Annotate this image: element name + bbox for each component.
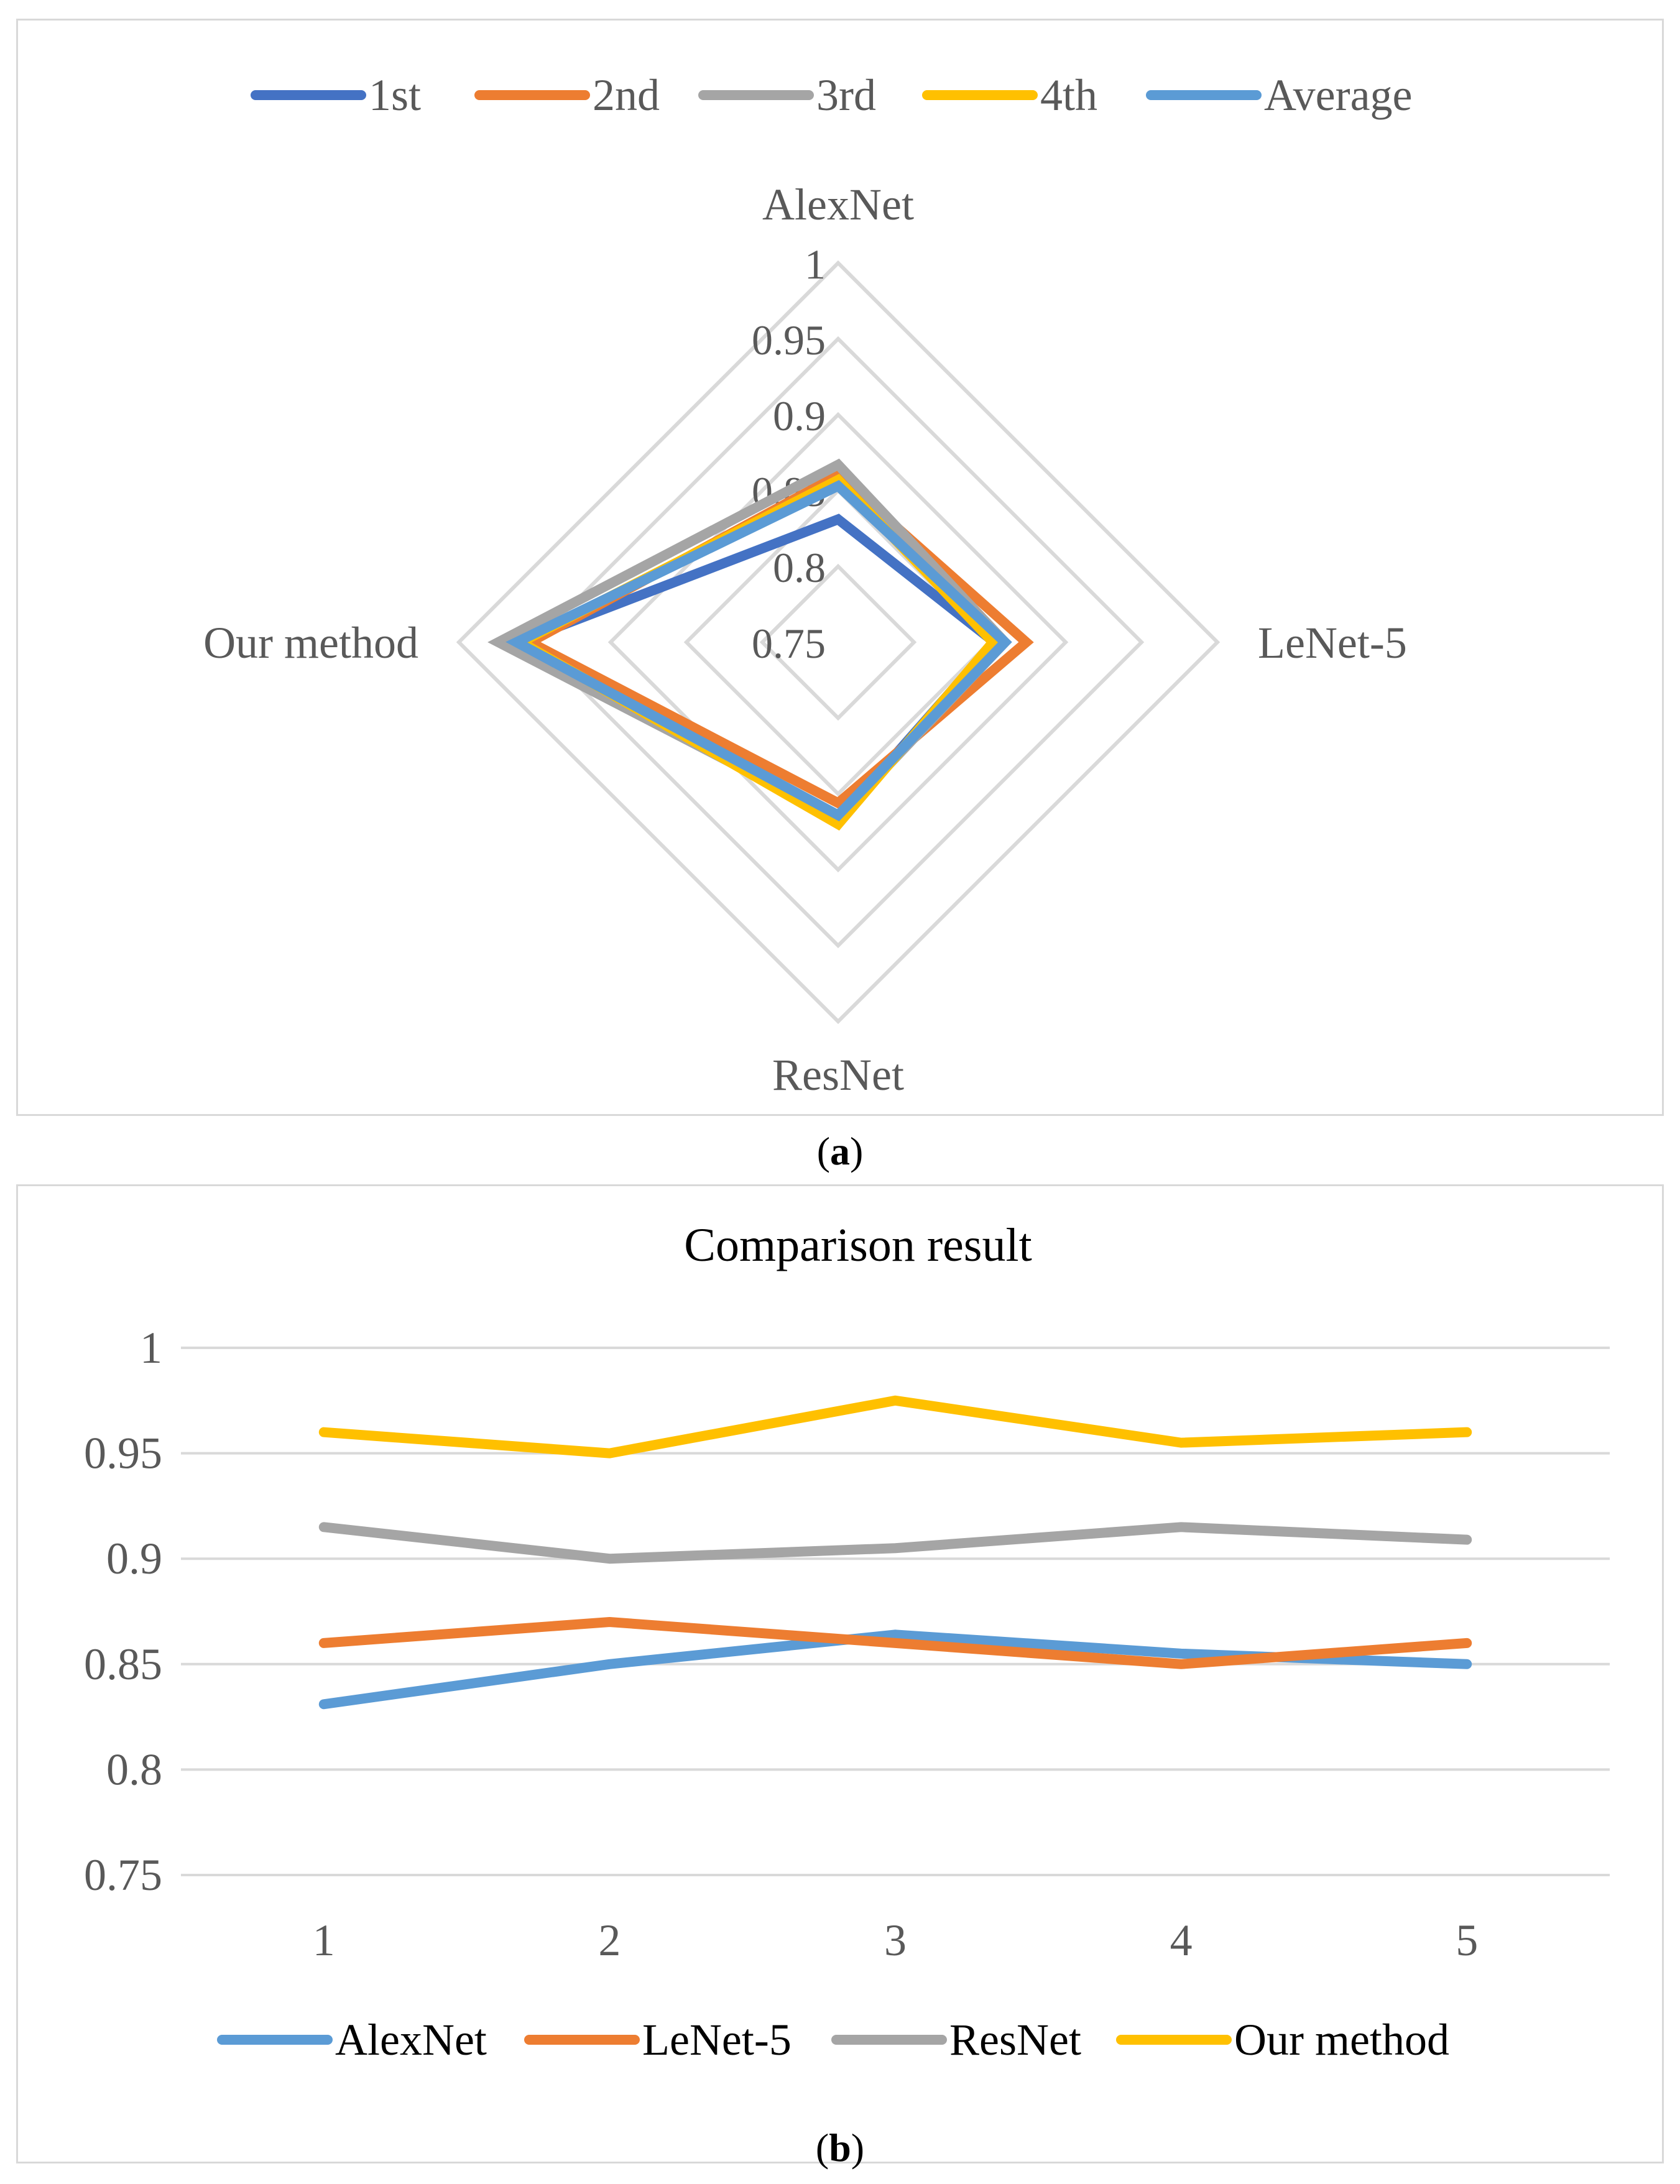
x-tick-label: 3 xyxy=(884,1915,907,1965)
line-series-resnet xyxy=(318,1522,1472,1564)
radar-axis-label-our-method: Our method xyxy=(203,618,418,668)
x-tick-label: 1 xyxy=(313,1915,335,1965)
radar-tick-label: 0.8 xyxy=(773,544,826,591)
radar-axis-label-alexnet: AlexNet xyxy=(762,180,914,229)
radar-tick-label: 0.9 xyxy=(773,392,826,440)
line-chart: Comparison result 0.75 0.8 0.85 0.9 0.95 1 1 2 3 4… xyxy=(84,1219,1610,2065)
radar-tick-labels: 0.750.80.850.90.951 xyxy=(752,241,826,667)
radar-gridline xyxy=(759,563,917,721)
radar-legend-label-2nd: 2nd xyxy=(593,70,660,120)
line-legend-label-alexnet: AlexNet xyxy=(335,2015,487,2065)
x-tick-label: 2 xyxy=(598,1915,621,1965)
radar-axis-labels: AlexNet LeNet-5 ResNet Our method xyxy=(203,180,1407,1100)
caption-a: (a) xyxy=(816,1129,864,1173)
line-series-lenet-5 xyxy=(318,1616,1472,1669)
chart-title: Comparison result xyxy=(684,1219,1032,1271)
radar-legend-label-3rd: 3rd xyxy=(816,70,876,120)
y-tick-label: 0.95 xyxy=(84,1429,162,1478)
radar-gridline xyxy=(607,412,1069,873)
radar-series-average xyxy=(505,480,1012,822)
radar-legend: 1st 2nd 3rd 4th Average xyxy=(251,70,1413,120)
x-tick-label: 5 xyxy=(1456,1915,1478,1965)
y-tick-label: 0.8 xyxy=(106,1744,162,1794)
line-series xyxy=(318,1395,1472,1710)
caption-b: (b) xyxy=(815,2126,865,2170)
line-legend: AlexNet LeNet-5 ResNet Our method xyxy=(217,2015,1449,2065)
line-legend-label-lenet-5: LeNet-5 xyxy=(642,2015,792,2065)
radar-gridline xyxy=(532,336,1145,949)
radar-legend-label-average: Average xyxy=(1264,70,1413,120)
line-legend-label-resnet: ResNet xyxy=(949,2015,1081,2065)
radar-chart: 0.750.80.850.90.951AlexNetLeNet-5ResNetO… xyxy=(203,70,1413,1100)
x-tick-label: 4 xyxy=(1170,1915,1193,1965)
radar-legend-label-1st: 1st xyxy=(369,70,421,120)
radar-grid xyxy=(456,260,1221,1025)
radar-axis-label-lenet-5: LeNet-5 xyxy=(1258,618,1407,668)
radar-tick-label: 0.95 xyxy=(752,316,826,364)
radar-tick-label: 0.75 xyxy=(752,620,826,667)
line-legend-label-our-method: Our method xyxy=(1234,2015,1449,2065)
radar-gridline xyxy=(456,260,1221,1025)
y-tick-label: 0.9 xyxy=(106,1534,162,1583)
radar-chart-panel: 0.75 0.8 0.85 0.9 0.95 1 AlexNet LeNet-5 ResNet O… xyxy=(16,19,1664,1116)
line-chart-panel: Comparison result 0.75 0.8 0.85 0.9 0.95 1 1 2 3 4… xyxy=(16,1184,1664,2163)
radar-series xyxy=(487,458,1034,831)
radar-tick-label: 1 xyxy=(805,241,826,288)
line-grid: 0.75 0.8 0.85 0.9 0.95 1 xyxy=(84,1323,1610,1900)
x-tick-labels: 1 2 3 4 5 xyxy=(313,1915,1478,1965)
radar-axis-label-resnet: ResNet xyxy=(772,1050,904,1100)
y-tick-label: 0.85 xyxy=(84,1639,162,1689)
y-tick-label: 1 xyxy=(140,1323,162,1373)
radar-legend-label-4th: 4th xyxy=(1040,70,1097,120)
line-series-our-method xyxy=(318,1395,1472,1458)
y-tick-label: 0.75 xyxy=(84,1850,162,1900)
